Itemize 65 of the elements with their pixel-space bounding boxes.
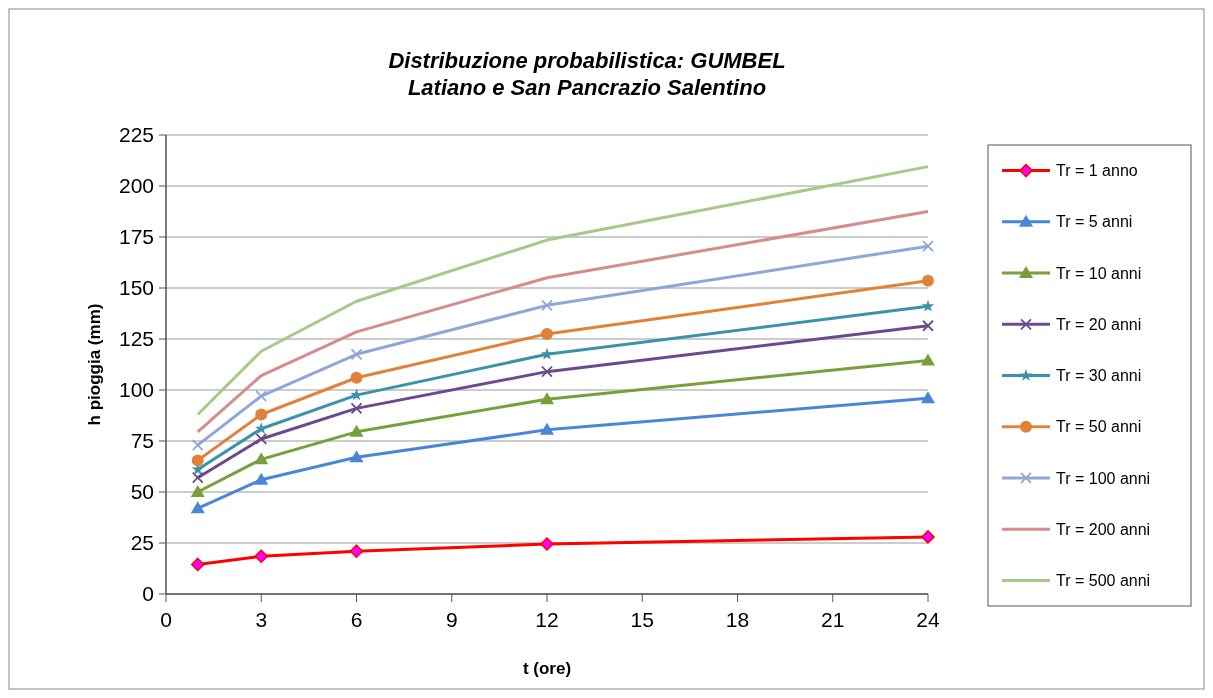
point <box>350 402 363 415</box>
point <box>349 424 364 437</box>
point <box>190 501 205 514</box>
legend-label: Tr = 10 anni <box>1056 264 1142 282</box>
legend-label: Tr = 100 anni <box>1056 469 1151 487</box>
point <box>254 472 269 485</box>
point <box>921 391 935 404</box>
y-tick-label: 25 <box>130 531 154 555</box>
legend-label: Tr = 200 anni <box>1056 520 1151 538</box>
y-tick-label: 100 <box>118 378 154 402</box>
point <box>541 327 553 340</box>
point <box>541 299 553 312</box>
point <box>255 390 268 403</box>
y-tick-label: 125 <box>118 327 154 351</box>
point <box>921 299 935 312</box>
point <box>921 353 935 366</box>
point <box>540 392 554 405</box>
x-tick-label: 12 <box>535 608 559 631</box>
legend-label: Tr = 1 anno <box>1056 162 1138 180</box>
x-axis-title: t (ore) <box>522 659 572 678</box>
point <box>540 347 554 360</box>
legend-label: Tr = 500 anni <box>1056 571 1151 589</box>
point <box>349 544 364 558</box>
y-tick-label: 175 <box>118 225 154 249</box>
x-tick-label: 24 <box>916 608 940 631</box>
line-series <box>196 165 930 416</box>
point <box>254 452 269 465</box>
line-series <box>196 210 930 434</box>
y-axis-title: h pioggia (mm) <box>85 303 104 426</box>
point <box>921 530 935 544</box>
point <box>922 240 934 253</box>
x-tick-label: 6 <box>350 608 363 631</box>
legend-label: Tr = 20 anni <box>1056 315 1142 333</box>
point <box>191 471 204 484</box>
x-tick-label: 18 <box>725 608 750 631</box>
point <box>191 439 204 451</box>
point <box>191 454 204 467</box>
point <box>540 422 554 435</box>
y-tick-label: 150 <box>118 276 154 300</box>
point <box>190 485 205 497</box>
legend-label: Tr = 30 anni <box>1056 367 1142 385</box>
y-tick-label: 200 <box>118 174 154 198</box>
point <box>350 371 363 384</box>
point <box>255 408 268 421</box>
x-tick-label: 3 <box>255 608 268 631</box>
point <box>191 557 205 572</box>
y-tick-label: 0 <box>142 582 154 606</box>
point <box>922 319 934 332</box>
point <box>254 549 268 564</box>
point <box>541 365 553 378</box>
x-tick-label: 15 <box>630 608 654 631</box>
legend-label: Tr = 5 anni <box>1056 213 1133 231</box>
legend-label: Tr = 50 anni <box>1056 418 1142 436</box>
y-tick-label: 225 <box>118 123 154 147</box>
point <box>540 537 554 551</box>
x-tick-label: 9 <box>445 608 458 631</box>
point <box>349 450 364 463</box>
point <box>922 274 934 287</box>
x-tick-label: 21 <box>821 608 845 631</box>
y-tick-label: 50 <box>130 480 154 504</box>
point <box>255 433 268 445</box>
chart-title: Distribuzione probabilistica: GUMBEL Latiano e San Pancrazio Salentino <box>388 48 786 100</box>
point <box>350 348 363 361</box>
y-tick-label: 75 <box>130 429 154 453</box>
x-tick-label: 0 <box>160 608 172 631</box>
